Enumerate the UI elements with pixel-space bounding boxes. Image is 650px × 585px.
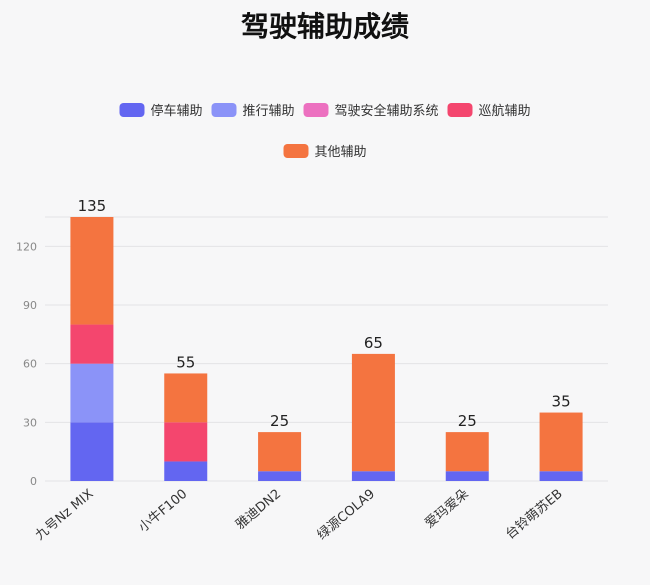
legend-swatch xyxy=(211,103,237,117)
x-axis: 九号Nz MIX 小牛F100 雅迪DN2 绿源COLA9 爱玛爱朵 台铃萌苏EB xyxy=(33,486,566,544)
legend-swatch xyxy=(283,144,309,158)
bar-segment[interactable] xyxy=(70,422,114,481)
total-labels: 135 55 25 65 25 35 xyxy=(78,197,571,430)
bar-total-label: 25 xyxy=(458,412,477,430)
bar-segment[interactable] xyxy=(351,471,395,481)
bar-total-label: 35 xyxy=(552,393,571,411)
bar-segment[interactable] xyxy=(445,432,489,472)
x-tick-label: 雅迪DN2 xyxy=(233,487,284,533)
legend-label: 其他辅助 xyxy=(315,145,367,160)
bar-total-label: 25 xyxy=(270,412,289,430)
legend-item[interactable]: 推行辅助 xyxy=(211,103,295,119)
legend-label: 推行辅助 xyxy=(243,104,295,119)
bar-total-label: 65 xyxy=(364,334,383,352)
bar-segment[interactable] xyxy=(539,412,583,472)
x-tick-label: 绿源COLA9 xyxy=(315,487,378,543)
y-axis: 0 30 60 90 120 xyxy=(16,240,37,488)
legend-label: 驾驶安全辅助系统 xyxy=(335,103,439,119)
x-tick-label: 爱玛爱朵 xyxy=(422,487,471,532)
legend-label: 停车辅助 xyxy=(151,103,203,119)
bar-segment[interactable] xyxy=(539,471,583,481)
grid-lines xyxy=(45,216,608,482)
x-tick-label: 小牛F100 xyxy=(136,487,190,536)
legend-swatch xyxy=(447,103,473,117)
legend-item[interactable]: 巡航辅助 xyxy=(447,103,531,119)
bar-segment[interactable] xyxy=(351,353,395,472)
legend-swatch xyxy=(303,103,329,117)
bar-segment[interactable] xyxy=(164,461,208,481)
legend-swatch xyxy=(119,103,145,117)
legend-item[interactable]: 其他辅助 xyxy=(283,144,367,160)
bar-segment[interactable] xyxy=(445,471,489,481)
bar-total-label: 135 xyxy=(78,197,107,215)
chart-title: 驾驶辅助成绩 xyxy=(241,10,409,43)
x-tick-label: 台铃萌苏EB xyxy=(502,486,565,543)
y-tick-label: 0 xyxy=(30,475,37,488)
bar-segment[interactable] xyxy=(164,422,208,462)
legend-label: 巡航辅助 xyxy=(479,103,531,119)
bar-segment[interactable] xyxy=(258,432,302,472)
bar-total-label: 55 xyxy=(176,353,195,371)
y-tick-label: 120 xyxy=(16,240,37,253)
bar-segment[interactable] xyxy=(70,324,114,364)
y-tick-label: 90 xyxy=(23,299,37,312)
legend-item[interactable]: 驾驶安全辅助系统 xyxy=(303,103,439,119)
y-tick-label: 60 xyxy=(23,358,37,371)
bar-segment[interactable] xyxy=(164,373,208,423)
x-tick-label: 九号Nz MIX xyxy=(33,487,97,544)
bar-segment[interactable] xyxy=(258,471,302,481)
legend-item[interactable]: 停车辅助 xyxy=(119,103,203,119)
bar-segment[interactable] xyxy=(70,363,114,423)
y-tick-label: 30 xyxy=(23,416,37,429)
bar-segment[interactable] xyxy=(70,217,114,325)
bars xyxy=(70,217,583,481)
